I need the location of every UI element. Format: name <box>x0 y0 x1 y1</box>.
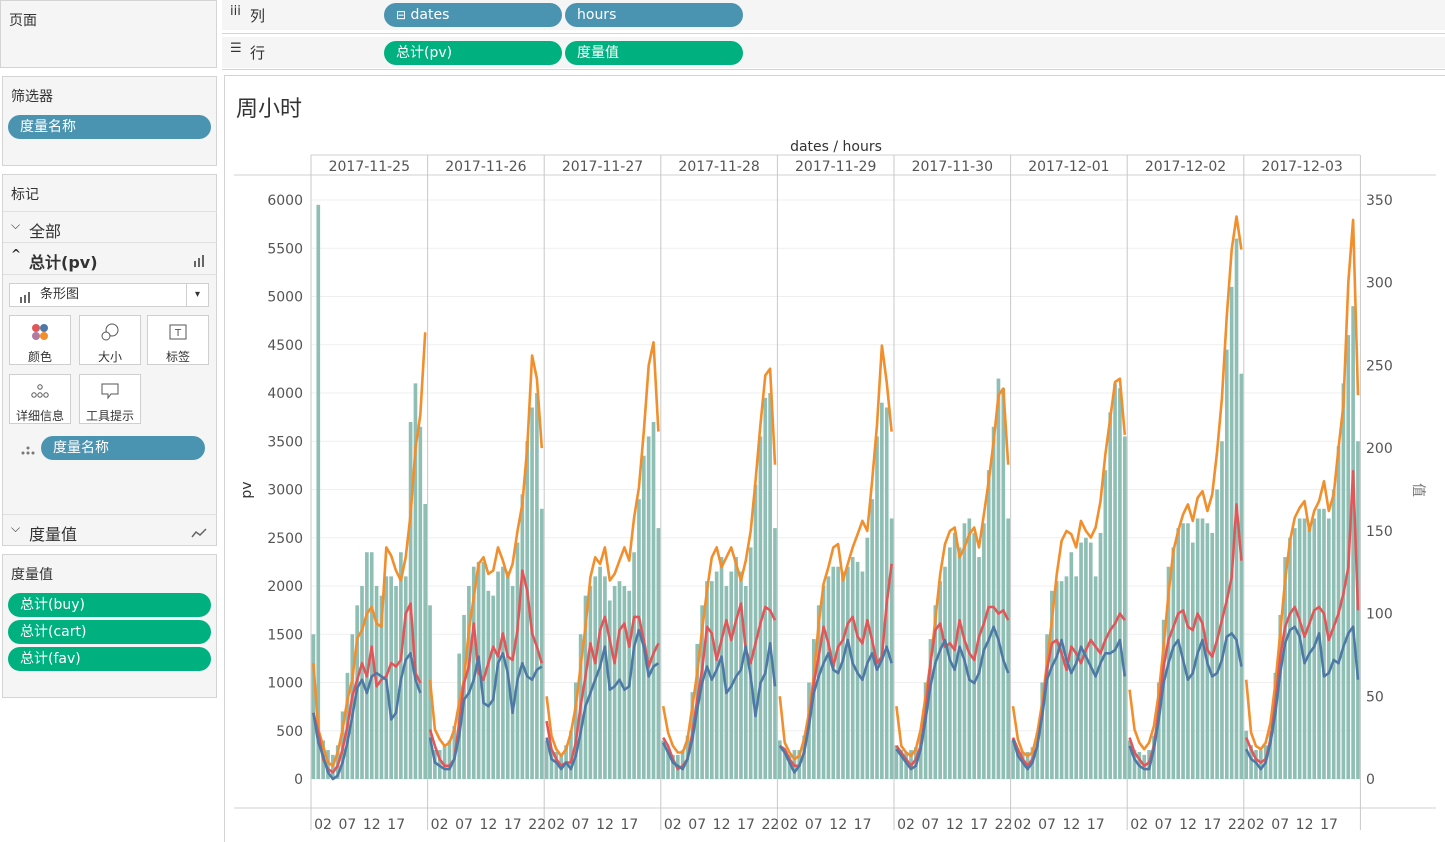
column-pill-dates-label: dates <box>410 7 450 23</box>
columns-shelf[interactable]: iii 列 ⊟ dates hours <box>222 0 1445 30</box>
measure-pill-fav[interactable]: 总计(fav) <box>8 647 211 671</box>
line-chart-icon <box>191 524 207 543</box>
pages-card-title: 页面 <box>9 13 37 29</box>
collapse-icon: ⊟ <box>396 8 407 22</box>
filter-pill-measure-names[interactable]: 度量名称 <box>8 115 211 139</box>
chevron-down-icon: ⌵ <box>11 521 21 535</box>
color-button[interactable]: 颜色 <box>9 315 71 365</box>
label-button[interactable]: T 标签 <box>147 315 209 365</box>
column-pill-hours[interactable]: hours <box>565 3 743 27</box>
color-button-label: 颜色 <box>27 350 52 364</box>
marks-card-title: 标记 <box>11 187 39 203</box>
marks-measure-values-row[interactable]: ⌵ 度量值 <box>3 514 217 546</box>
marks-all-label: 全部 <box>29 222 62 241</box>
detail-icon <box>10 381 70 405</box>
shelf-divider <box>222 33 1445 34</box>
filters-card-title: 筛选器 <box>11 89 53 105</box>
chart-title: 周小时 <box>236 97 303 122</box>
rows-shelf-label: 行 <box>250 44 266 62</box>
columns-icon: iii <box>230 4 241 19</box>
size-button-label: 大小 <box>97 350 122 364</box>
tooltip-button[interactable]: 工具提示 <box>79 374 141 424</box>
chevron-up-icon: ^ <box>11 247 22 261</box>
label-button-label: 标签 <box>165 350 190 364</box>
chevron-down-icon: ⌵ <box>11 218 21 232</box>
bar-chart-icon <box>193 252 207 271</box>
row-pill-measure-values[interactable]: 度量值 <box>565 41 743 65</box>
detail-dots-icon <box>21 441 35 460</box>
pages-card: 页面 <box>0 0 217 68</box>
detail-button-label: 详细信息 <box>15 409 64 423</box>
detail-pill-measure-names[interactable]: 度量名称 <box>41 436 205 460</box>
detail-button[interactable]: 详细信息 <box>9 374 71 424</box>
tooltip-button-label: 工具提示 <box>85 409 134 423</box>
dropdown-arrow-icon: ▾ <box>186 284 208 306</box>
mark-type-select[interactable]: 条形图 ▾ <box>9 283 209 307</box>
rows-shelf[interactable]: ☰ 行 总计(pv) 度量值 <box>222 37 1445 68</box>
measure-pill-buy[interactable]: 总计(buy) <box>8 593 211 617</box>
marks-pv-row[interactable]: ^ 总计(pv) <box>3 243 217 275</box>
tooltip-icon <box>80 381 140 405</box>
filters-card[interactable]: 筛选器 度量名称 <box>2 76 217 166</box>
mark-type-label: 条形图 <box>40 287 80 302</box>
color-icon <box>10 322 70 346</box>
marks-card: 标记 ⌵ 全部 ^ 总计(pv) 条形图 ▾ 颜色 大小 T 标签 详细信息 工… <box>2 174 217 546</box>
measure-values-title: 度量值 <box>11 567 53 583</box>
marks-pv-label: 总计(pv) <box>29 253 98 272</box>
measure-values-card: 度量值 总计(buy) 总计(cart) 总计(fav) <box>2 554 217 698</box>
measure-pill-cart[interactable]: 总计(cart) <box>8 620 211 644</box>
marks-all-row[interactable]: ⌵ 全部 <box>3 211 217 243</box>
marks-measure-values-label: 度量值 <box>29 525 78 544</box>
size-icon <box>80 322 140 346</box>
view-area <box>224 75 1445 842</box>
bar-chart-icon <box>20 289 34 311</box>
row-pill-pv[interactable]: 总计(pv) <box>384 41 562 65</box>
size-button[interactable]: 大小 <box>79 315 141 365</box>
shelf-divider <box>222 69 1445 70</box>
label-icon: T <box>148 322 208 346</box>
column-pill-dates[interactable]: ⊟ dates <box>384 3 562 27</box>
rows-icon: ☰ <box>230 41 242 56</box>
svg-text:T: T <box>174 328 182 339</box>
columns-shelf-label: 列 <box>250 7 266 25</box>
